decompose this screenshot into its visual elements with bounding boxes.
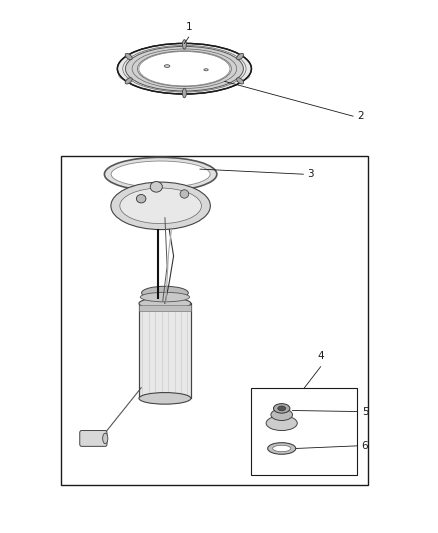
- Bar: [251, 388, 357, 475]
- Ellipse shape: [104, 157, 217, 191]
- Text: 4: 4: [317, 351, 324, 361]
- Text: 6: 6: [362, 441, 368, 451]
- Ellipse shape: [237, 78, 244, 84]
- Ellipse shape: [117, 43, 251, 94]
- Ellipse shape: [111, 182, 210, 230]
- Ellipse shape: [273, 403, 290, 413]
- Ellipse shape: [111, 161, 210, 188]
- Ellipse shape: [278, 406, 286, 411]
- Ellipse shape: [204, 69, 208, 71]
- Ellipse shape: [139, 393, 191, 404]
- Ellipse shape: [268, 443, 296, 454]
- Ellipse shape: [136, 195, 146, 203]
- Text: 5: 5: [362, 407, 368, 417]
- Ellipse shape: [120, 188, 201, 224]
- Text: 2: 2: [357, 111, 364, 121]
- Bar: [139, 305, 191, 311]
- Ellipse shape: [125, 78, 132, 84]
- Ellipse shape: [164, 64, 170, 68]
- Text: 3: 3: [307, 169, 314, 179]
- Bar: [139, 303, 191, 398]
- Ellipse shape: [271, 409, 293, 421]
- Ellipse shape: [272, 445, 291, 451]
- Ellipse shape: [266, 416, 297, 431]
- Ellipse shape: [125, 53, 132, 60]
- Ellipse shape: [125, 46, 244, 91]
- Ellipse shape: [102, 433, 108, 443]
- Ellipse shape: [139, 297, 191, 309]
- Ellipse shape: [119, 68, 250, 85]
- Ellipse shape: [237, 53, 244, 60]
- Ellipse shape: [140, 292, 190, 302]
- Ellipse shape: [180, 190, 189, 198]
- Ellipse shape: [141, 286, 188, 300]
- Ellipse shape: [183, 39, 186, 49]
- Ellipse shape: [138, 51, 231, 86]
- Ellipse shape: [183, 88, 186, 98]
- Text: 1: 1: [185, 22, 192, 32]
- FancyBboxPatch shape: [80, 431, 107, 446]
- Bar: [61, 156, 368, 486]
- Ellipse shape: [150, 182, 162, 192]
